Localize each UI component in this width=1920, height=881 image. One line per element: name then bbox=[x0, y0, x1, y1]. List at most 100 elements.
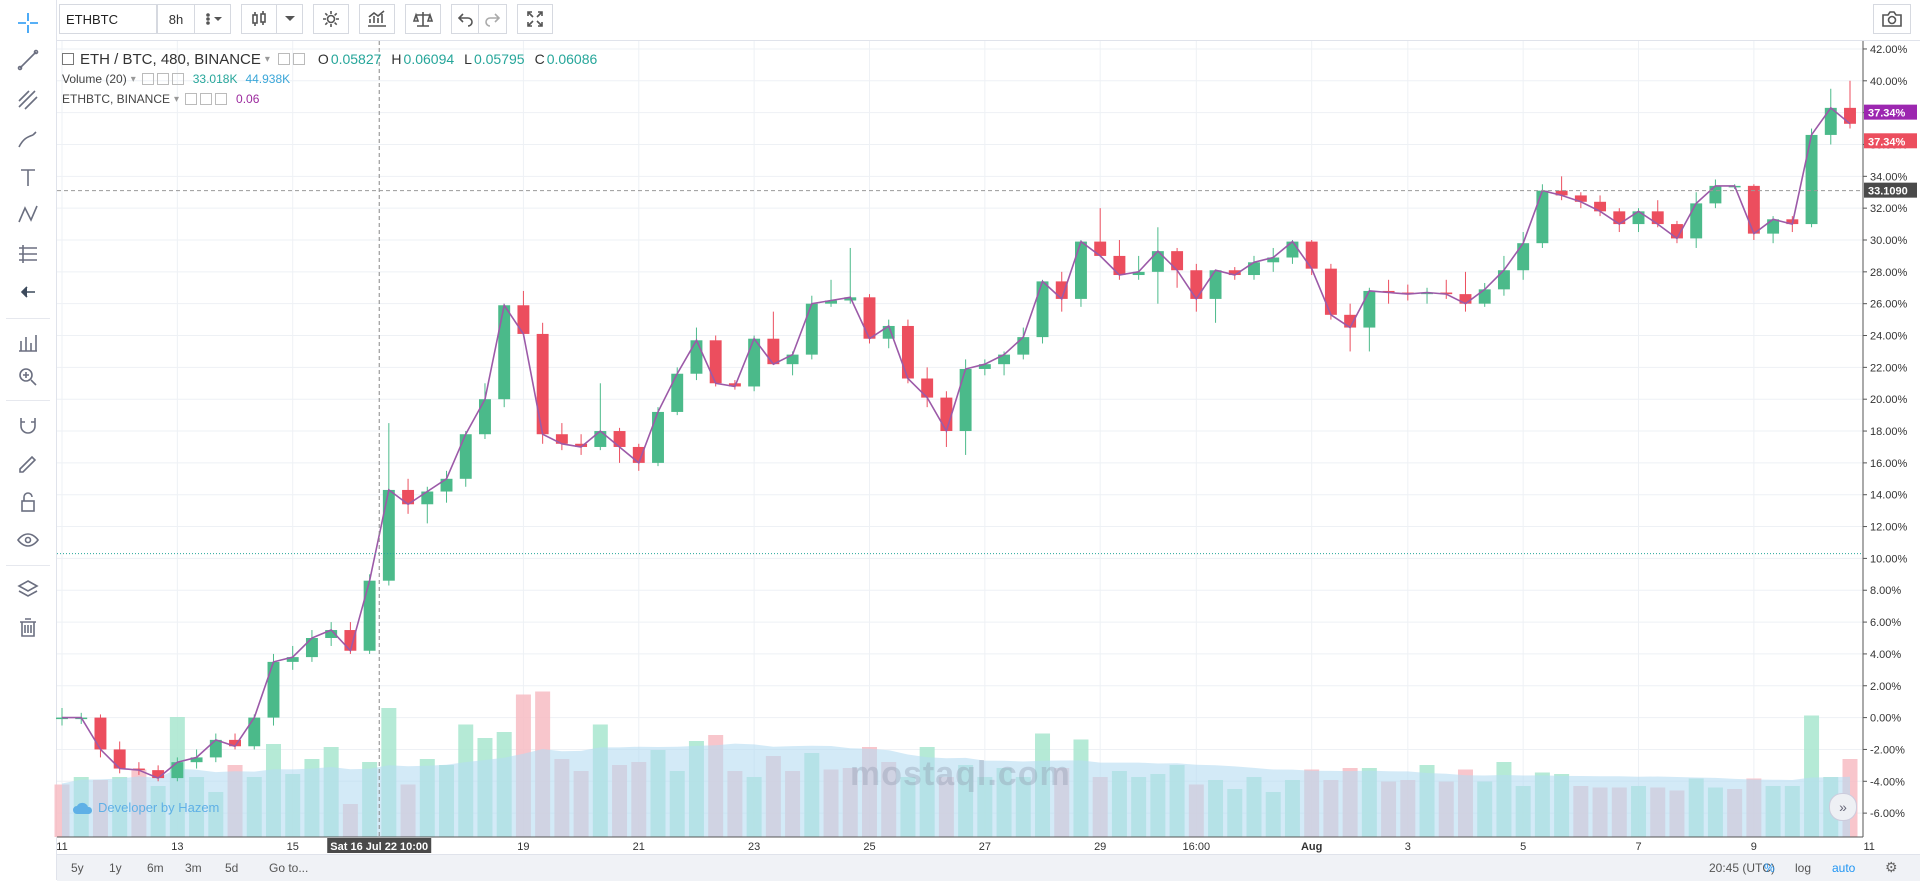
candle-body bbox=[402, 489, 415, 505]
redo-button[interactable] bbox=[479, 4, 507, 34]
low-label: L bbox=[464, 51, 472, 67]
candle-body bbox=[613, 431, 626, 447]
price-tick-label: -2.00% bbox=[1870, 744, 1905, 756]
scroll-to-realtime-button[interactable]: » bbox=[1829, 793, 1857, 821]
fullscreen-icon bbox=[527, 11, 543, 27]
candle-body bbox=[1747, 185, 1760, 234]
time-tick-label: 25 bbox=[863, 841, 875, 853]
text-icon[interactable] bbox=[8, 163, 48, 193]
candle-body bbox=[671, 373, 684, 412]
volume-visibility-icon[interactable] bbox=[141, 73, 154, 85]
price-tick-label: 2.00% bbox=[1870, 681, 1901, 693]
candle-body bbox=[190, 757, 203, 763]
chart-type-menu-button[interactable] bbox=[277, 4, 303, 34]
price-tick-label: 20.00% bbox=[1870, 394, 1908, 406]
volume-ma-area bbox=[62, 743, 1850, 837]
low-value: 0.05795 bbox=[473, 51, 525, 67]
lock-drawing-icon[interactable] bbox=[8, 448, 48, 478]
screenshot-button[interactable] bbox=[1873, 4, 1911, 34]
trend-line-icon[interactable] bbox=[8, 45, 48, 75]
price-tick-label: 26.00% bbox=[1870, 299, 1908, 311]
time-tick-label: 15 bbox=[287, 841, 299, 853]
magnet-icon[interactable] bbox=[8, 410, 48, 440]
price-tick-label: 16.00% bbox=[1870, 458, 1908, 470]
volume-menu-icon[interactable]: ▾ bbox=[130, 73, 136, 85]
candle-body bbox=[1690, 203, 1703, 239]
series-settings-icon[interactable] bbox=[277, 53, 290, 65]
volume-settings-icon[interactable] bbox=[156, 73, 169, 85]
undo-button[interactable] bbox=[451, 4, 479, 34]
compare-button[interactable] bbox=[405, 4, 441, 34]
price-tick-label: 4.00% bbox=[1870, 649, 1901, 661]
time-axis-background bbox=[57, 837, 1863, 854]
settings-button[interactable] bbox=[313, 4, 349, 34]
top-toolbar: 8h bbox=[57, 0, 1920, 41]
time-tick-label: 9 bbox=[1751, 841, 1757, 853]
symbol-input[interactable] bbox=[59, 4, 157, 34]
brush-icon[interactable] bbox=[8, 125, 48, 155]
indicators-button[interactable] bbox=[359, 4, 395, 34]
range-3m[interactable]: 3m bbox=[185, 861, 202, 875]
fib-tool-icon[interactable] bbox=[8, 85, 48, 115]
candle-body bbox=[1421, 292, 1433, 295]
candle-body bbox=[575, 443, 588, 447]
series-menu-icon[interactable]: ▾ bbox=[264, 53, 270, 65]
candle-body bbox=[305, 638, 318, 658]
plot-background bbox=[57, 41, 1863, 837]
time-tick-label: 7 bbox=[1635, 841, 1641, 853]
candle-body bbox=[94, 717, 107, 750]
compare-visibility-icon[interactable] bbox=[185, 93, 198, 105]
time-tick-label: 13 bbox=[171, 841, 183, 853]
candle-body bbox=[440, 478, 453, 492]
trash-icon[interactable] bbox=[8, 612, 48, 642]
volume-remove-icon[interactable] bbox=[171, 73, 184, 85]
measure-icon[interactable] bbox=[8, 327, 48, 357]
log-scale-toggle[interactable]: log bbox=[1795, 861, 1812, 875]
candle-body bbox=[498, 305, 511, 400]
candle-body bbox=[594, 431, 607, 447]
overlays bbox=[57, 41, 1863, 837]
crosshair-icon[interactable] bbox=[8, 8, 48, 38]
price-tick-label: 40.00% bbox=[1870, 76, 1908, 88]
lock-icon[interactable] bbox=[8, 487, 48, 517]
layers-icon[interactable] bbox=[8, 574, 48, 604]
candle-body bbox=[767, 338, 780, 365]
candle-body bbox=[1228, 270, 1241, 276]
go-to-date-button[interactable]: Go to... bbox=[269, 861, 309, 875]
time-tick-label: 21 bbox=[633, 841, 645, 853]
candle-body bbox=[1017, 337, 1030, 355]
pattern-icon[interactable] bbox=[8, 200, 48, 230]
range-6m[interactable]: 6m bbox=[147, 861, 164, 875]
indicators-icon bbox=[368, 10, 386, 27]
compare-menu-icon[interactable]: ▾ bbox=[174, 93, 180, 105]
candle-body bbox=[1805, 134, 1818, 225]
candle-body bbox=[1171, 251, 1184, 271]
eye-icon[interactable] bbox=[8, 525, 48, 555]
time-tick-label: 16:00 bbox=[1183, 841, 1211, 853]
interval-button[interactable]: 8h bbox=[157, 4, 195, 34]
auto-scale-toggle[interactable]: auto bbox=[1832, 861, 1856, 875]
compare-remove-icon[interactable] bbox=[215, 93, 228, 105]
zoom-icon[interactable] bbox=[8, 362, 48, 392]
candle-body bbox=[1555, 190, 1568, 196]
series-format-icon[interactable] bbox=[292, 53, 305, 65]
range-5d[interactable]: 5d bbox=[225, 861, 239, 875]
fullscreen-button[interactable] bbox=[517, 4, 553, 34]
candle-body bbox=[1671, 224, 1683, 239]
chart-type-button[interactable] bbox=[241, 4, 277, 34]
interval-menu-button[interactable] bbox=[195, 4, 231, 34]
crosshair-time-label: Sat 16 Jul 22 10:00 bbox=[330, 841, 428, 853]
chart-settings-gear-icon[interactable]: ⚙ bbox=[1885, 859, 1898, 875]
open-label: O bbox=[317, 51, 329, 67]
percent-scale-toggle[interactable]: % bbox=[1764, 861, 1775, 875]
candle-body bbox=[1267, 257, 1280, 263]
camera-icon bbox=[1882, 11, 1902, 27]
collapse-legend-icon[interactable] bbox=[62, 53, 74, 65]
range-5y[interactable]: 5y bbox=[71, 861, 84, 875]
compare-settings-icon[interactable] bbox=[200, 93, 213, 105]
range-1y[interactable]: 1y bbox=[109, 861, 122, 875]
candle-body bbox=[1036, 281, 1049, 338]
back-arrow-icon[interactable] bbox=[8, 277, 48, 307]
forecast-icon[interactable] bbox=[8, 238, 48, 268]
